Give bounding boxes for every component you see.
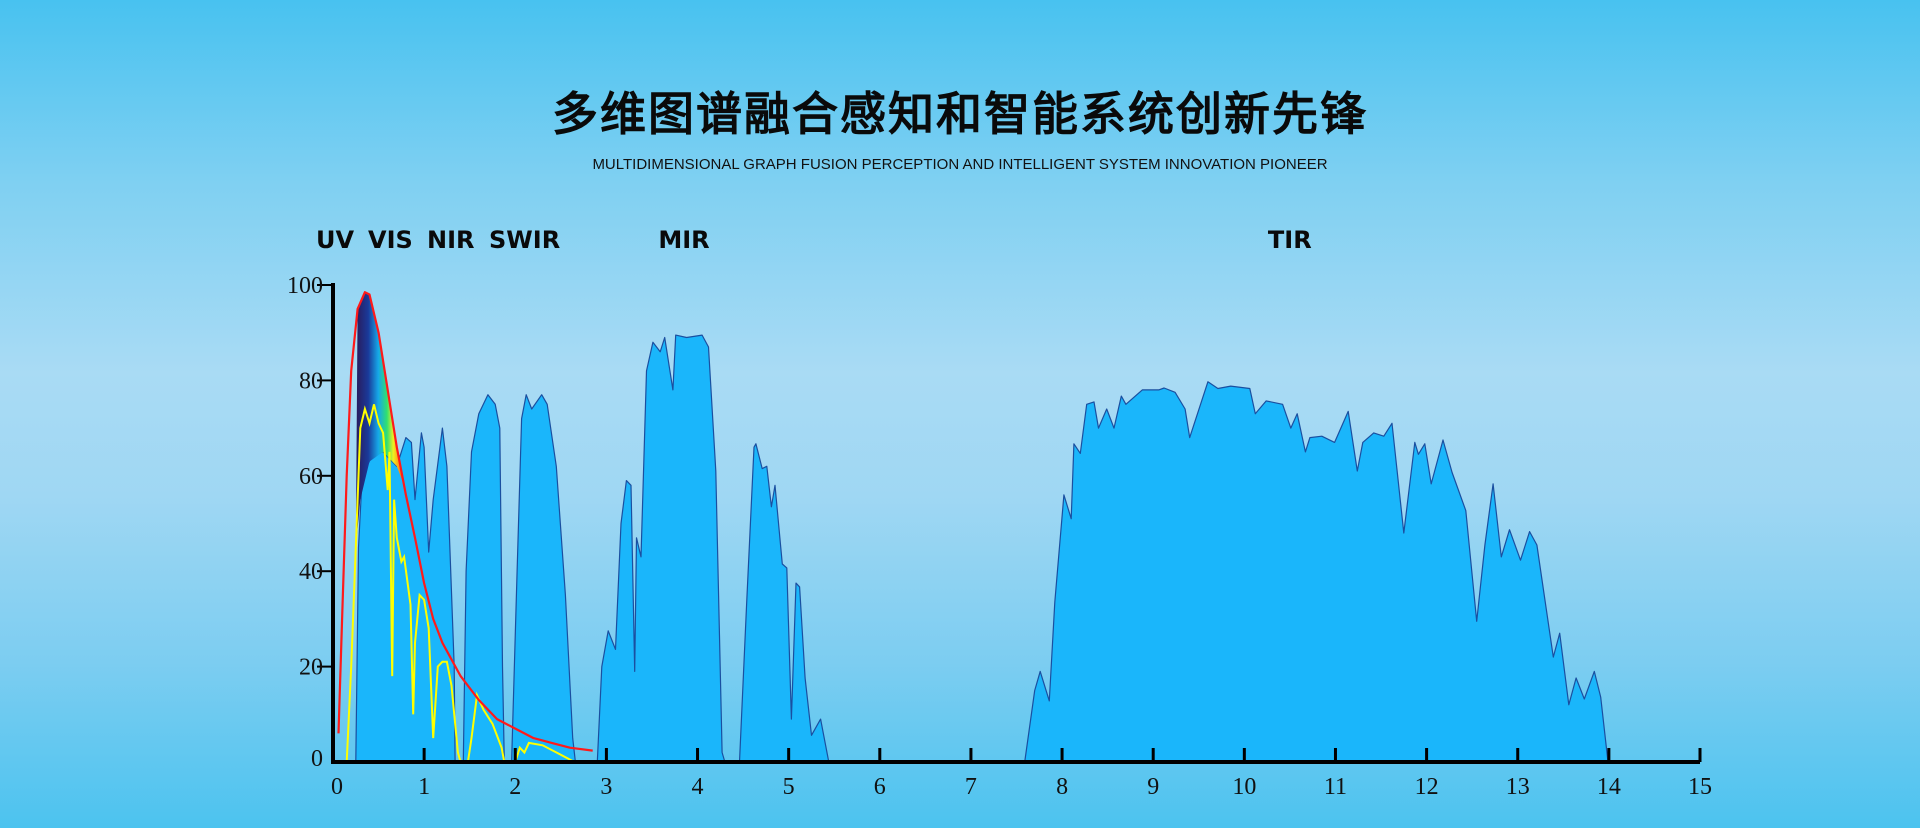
x-tick-label: 2 [509, 774, 521, 800]
band-label-uv: UV [316, 226, 355, 254]
visible-spectrum-region [355, 292, 406, 548]
page-subtitle: MULTIDIMENSIONAL GRAPH FUSION PERCEPTION… [592, 156, 1328, 173]
transmission-window-0 [355, 427, 456, 763]
x-tick-label: 4 [692, 774, 704, 800]
band-label-swir: SWIR [489, 226, 561, 254]
y-tick-label: 100 [287, 273, 323, 299]
band-label-vis: VIS [368, 226, 413, 254]
x-tick-label: 12 [1415, 774, 1439, 800]
y-tick-label: 20 [299, 655, 323, 681]
x-tick-label: 13 [1506, 774, 1530, 800]
x-tick-label: 6 [874, 774, 886, 800]
band-label-mir: MIR [658, 226, 710, 254]
transmission-window-2 [511, 394, 577, 763]
x-tick-label: 8 [1056, 774, 1068, 800]
transmission-window-1 [462, 394, 505, 763]
y-tick-label: 0 [311, 746, 323, 772]
transmission-window-4 [738, 443, 830, 763]
red-curve [337, 291, 593, 752]
y-tick-label: 40 [299, 559, 323, 585]
x-tick-label: 9 [1147, 774, 1159, 800]
x-tick-label: 7 [965, 774, 977, 800]
x-tick-label: 11 [1324, 774, 1347, 800]
transmission-window-5 [1024, 381, 1609, 763]
y-tick-label: 60 [299, 464, 323, 490]
transmission-window-3 [596, 334, 726, 763]
x-tick-label: 15 [1688, 774, 1712, 800]
x-tick-label: 14 [1597, 774, 1621, 800]
y-tick-label: 80 [299, 368, 323, 394]
x-tick-label: 3 [600, 774, 612, 800]
band-label-tir: TIR [1267, 226, 1312, 254]
page-title: 多维图谱融合感知和智能系统创新先锋 [552, 87, 1368, 141]
x-tick-label: 1 [418, 774, 430, 800]
x-tick-label: 5 [783, 774, 795, 800]
x-tick-label: 10 [1232, 774, 1256, 800]
band-label-nir: NIR [427, 226, 475, 254]
x-tick-label: 0 [331, 774, 343, 800]
